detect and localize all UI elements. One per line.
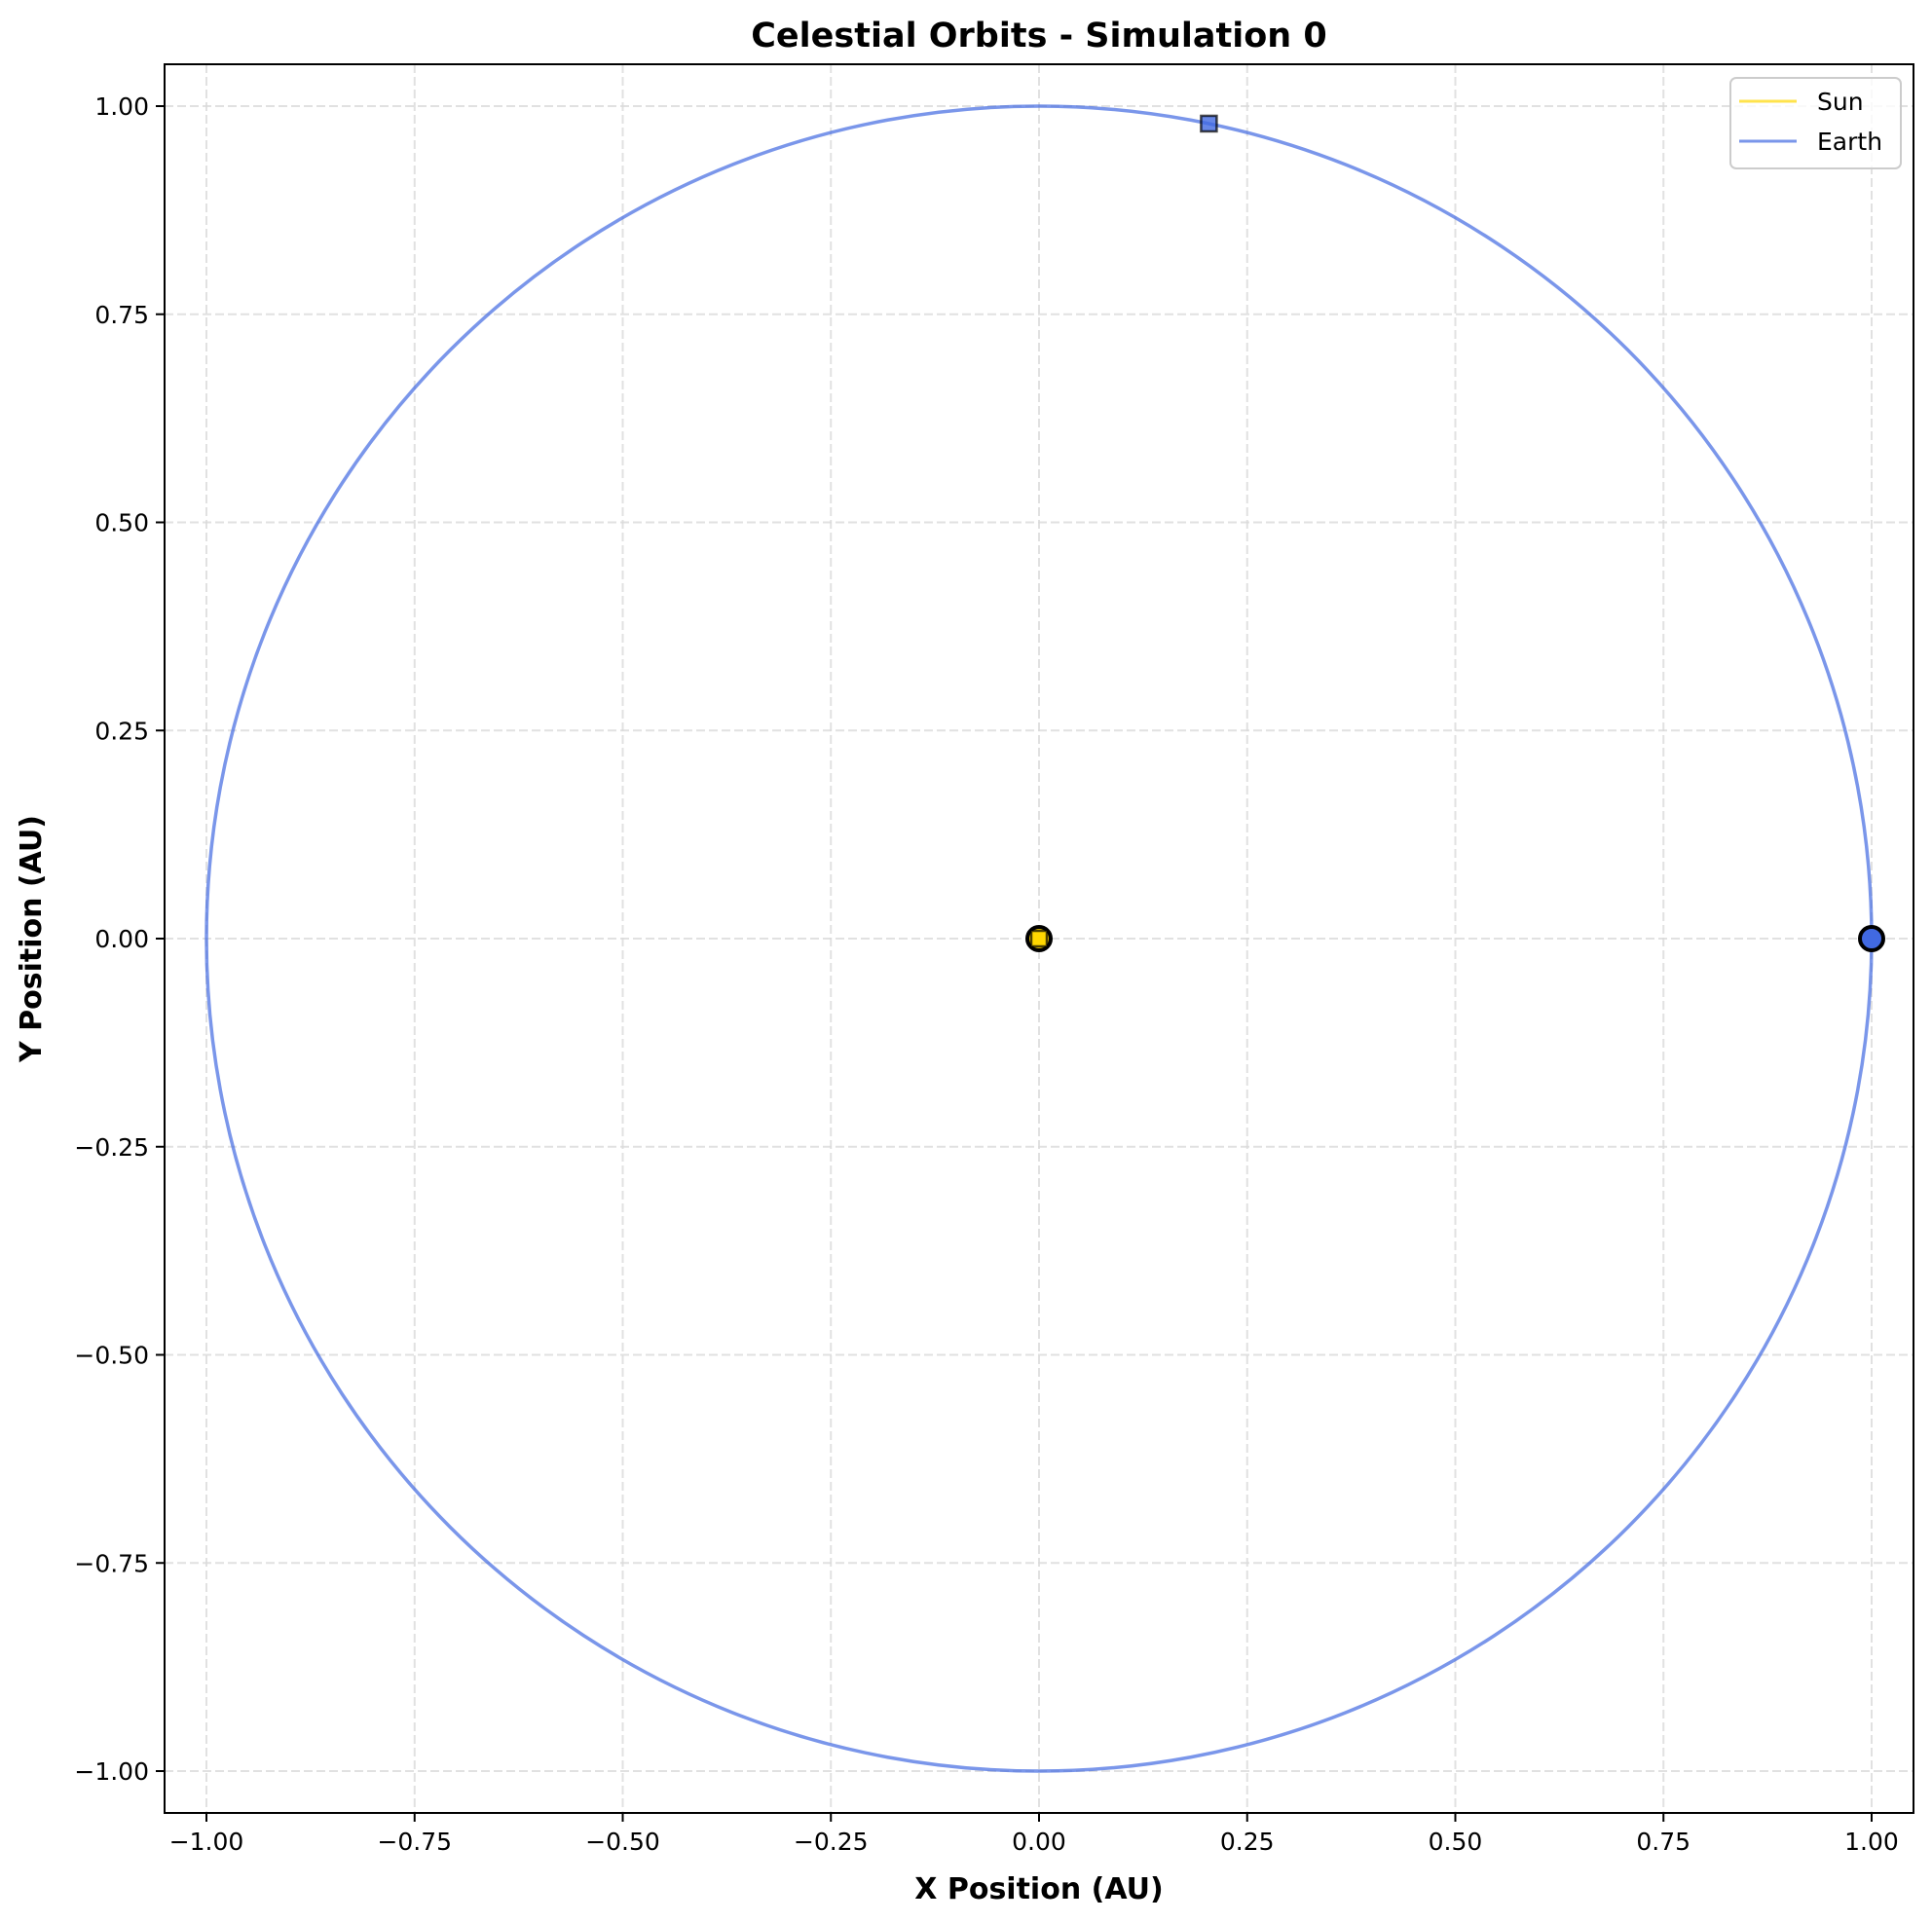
- sun-end-marker: [1029, 929, 1049, 948]
- y-tick-label: 0.00: [94, 925, 149, 953]
- y-tick-label: 0.75: [94, 301, 149, 329]
- x-tick-label: 0.25: [1220, 1828, 1275, 1856]
- earth-start-marker: [1858, 925, 1885, 952]
- chart-title: Celestial Orbits - Simulation 0: [751, 17, 1326, 55]
- y-axis-ticks: −1.00 −0.75 −0.50 −0.25 0.00 0.25 0.50 0.75 1.00: [74, 92, 165, 1786]
- y-tick-label: −0.75: [74, 1549, 149, 1577]
- x-tick-label: 0.75: [1636, 1828, 1690, 1856]
- legend-earth-label: Earth: [1817, 128, 1882, 156]
- earth-end-marker: [1200, 114, 1218, 133]
- x-tick-label: −0.25: [794, 1828, 869, 1856]
- x-axis-ticks: −1.00 −0.75 −0.50 −0.25 0.00 0.25 0.50 0.75 1.00: [169, 1813, 1899, 1856]
- y-tick-label: −0.50: [74, 1342, 149, 1370]
- x-tick-label: −0.50: [585, 1828, 660, 1856]
- x-tick-label: −0.75: [377, 1828, 452, 1856]
- x-tick-label: 0.50: [1429, 1828, 1483, 1856]
- legend-sun-label: Sun: [1817, 88, 1864, 116]
- plot-area: [204, 104, 1885, 1773]
- x-tick-label: 1.00: [1844, 1828, 1899, 1856]
- y-tick-label: −0.25: [74, 1133, 149, 1162]
- y-tick-label: 0.25: [94, 717, 149, 745]
- legend: Sun Earth: [1729, 77, 1902, 169]
- y-axis-label: Y Position (AU): [15, 815, 49, 1063]
- x-tick-label: 0.00: [1012, 1828, 1066, 1856]
- x-tick-label: −1.00: [169, 1828, 244, 1856]
- y-tick-label: 0.50: [94, 509, 149, 537]
- y-tick-label: −1.00: [74, 1757, 149, 1786]
- y-tick-label: 1.00: [94, 92, 149, 121]
- x-axis-label: X Position (AU): [914, 1872, 1163, 1906]
